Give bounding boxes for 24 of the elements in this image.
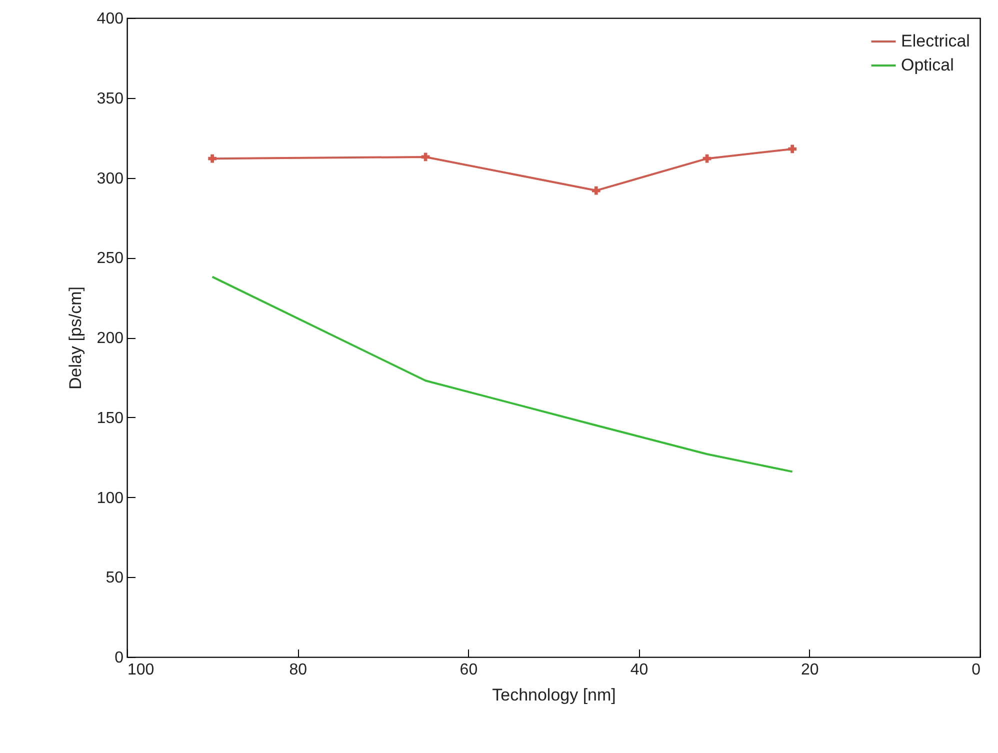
y-axis-title: Delay [ps/cm]	[66, 286, 85, 390]
point	[208, 154, 216, 163]
point	[788, 144, 797, 154]
x-tick-label: 0	[972, 662, 981, 678]
x-tick-label: 20	[801, 662, 819, 678]
legend-label: Optical	[901, 56, 954, 74]
x-tick-label: 60	[460, 662, 478, 678]
point	[702, 154, 712, 163]
y-tick-label: 0	[114, 650, 124, 666]
point	[592, 186, 600, 195]
y-tick-label: 250	[96, 250, 124, 268]
y-tick-label: 150	[96, 410, 124, 427]
line-series	[211, 276, 794, 473]
x-axis-title: Technology [nm]	[492, 686, 616, 704]
y-tick-label: 100	[96, 490, 124, 507]
y-tick-label: 300	[96, 170, 124, 188]
x-tick-label: 100	[128, 662, 154, 678]
y-tick-label: 50	[106, 570, 124, 587]
legend-label: Electrical	[901, 32, 970, 50]
x-tick-label: 80	[289, 662, 308, 678]
y-tick-label: 200	[96, 330, 124, 347]
x-tick-label: 40	[630, 662, 648, 678]
y-tick-label: 350	[96, 90, 124, 108]
y-tick-label: 400	[96, 10, 124, 28]
